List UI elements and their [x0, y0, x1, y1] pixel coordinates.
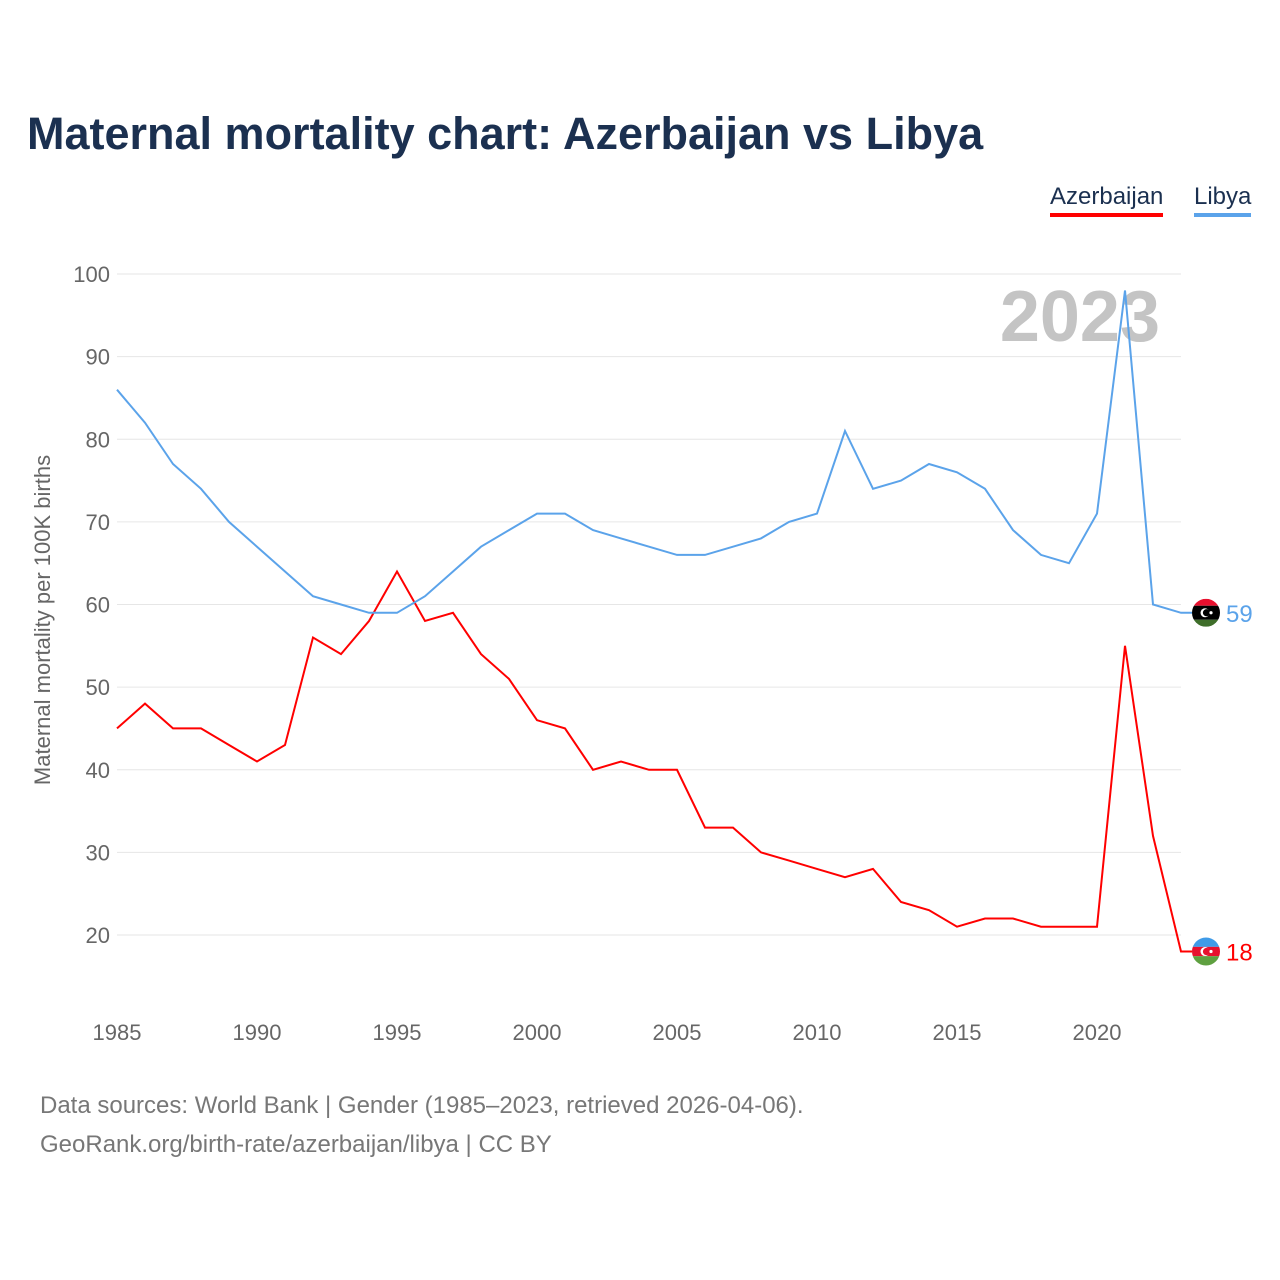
series-line-azerbaijan	[116, 569, 1192, 953]
y-tick-label: 30	[86, 840, 110, 865]
flag-stripe	[1192, 598, 1220, 606]
x-tick-label: 2005	[653, 1020, 702, 1045]
x-tick-label: 1990	[233, 1020, 282, 1045]
footer: Data sources: World Bank | Gender (1985–…	[40, 1086, 804, 1164]
year-watermark: 2023	[1000, 277, 1160, 357]
x-tick-label: 2010	[793, 1020, 842, 1045]
x-tick-label: 2000	[513, 1020, 562, 1045]
chart-title: Maternal mortality chart: Azerbaijan vs …	[27, 108, 984, 159]
footer-sources: Data sources: World Bank | Gender (1985–…	[40, 1092, 804, 1119]
azerbaijan-flag-icon	[1192, 937, 1220, 966]
x-tick-label: 2020	[1073, 1020, 1122, 1045]
star-icon	[1209, 611, 1213, 615]
x-tick-label: 1985	[93, 1020, 142, 1045]
series-line-libya	[116, 290, 1192, 614]
flag-stripe	[1192, 619, 1220, 627]
x-tick-label: 2015	[933, 1020, 982, 1045]
end-value-label: 18	[1226, 940, 1253, 967]
y-axis-label: Maternal mortality per 100K births	[30, 455, 55, 785]
libya-flag-icon	[1192, 598, 1220, 627]
legend-azerbaijan[interactable]: Azerbaijan	[1050, 183, 1164, 217]
y-tick-label: 70	[86, 510, 110, 535]
flag-stripe	[1192, 937, 1220, 947]
y-tick-label: 40	[86, 758, 110, 783]
legend-libya[interactable]: Libya	[1194, 183, 1252, 217]
star-icon	[1209, 949, 1213, 954]
y-tick-label: 20	[86, 923, 110, 948]
y-tick-label: 100	[73, 262, 110, 287]
y-tick-label: 60	[86, 593, 110, 618]
y-tick-label: 50	[86, 675, 110, 700]
footer-link[interactable]: GeoRank.org/birth-rate/azerbaijan/libya …	[40, 1131, 552, 1158]
crescent-cut	[1202, 947, 1211, 956]
y-tick-label: 80	[86, 427, 110, 452]
flag-stripe	[1192, 956, 1220, 966]
x-tick-label: 1995	[373, 1020, 422, 1045]
end-value-label: 59	[1226, 601, 1253, 628]
crescent-cut	[1202, 609, 1211, 617]
y-tick-label: 90	[86, 345, 110, 370]
